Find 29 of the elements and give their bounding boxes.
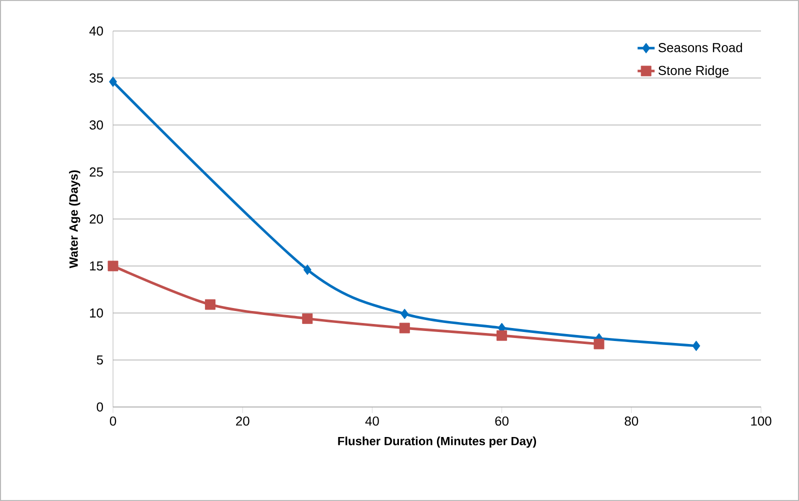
y-tick-label: 10 <box>90 308 103 318</box>
point <box>303 264 312 275</box>
point <box>692 340 700 352</box>
y-axis-title: Water Age (Days) <box>69 170 80 268</box>
y-tick-label: 40 <box>89 26 103 36</box>
point <box>204 299 216 310</box>
x-tick-label: 60 <box>495 416 509 426</box>
point <box>496 330 508 341</box>
point <box>109 76 118 87</box>
x-axis-title: Flusher Duration (Minutes per Day) <box>338 436 536 448</box>
x-tick-label: 40 <box>365 416 379 426</box>
legend-label: Seasons Road <box>658 42 742 52</box>
x-tick-label: 20 <box>236 416 250 426</box>
y-tick-label: 30 <box>90 120 103 130</box>
y-tick-label: 20 <box>90 214 103 224</box>
y-tick-label: 15 <box>90 261 103 271</box>
point <box>594 338 604 350</box>
point <box>108 260 118 272</box>
legend-label: Stone Ridge <box>658 66 729 78</box>
x-tick-label: 80 <box>624 416 638 426</box>
y-tick-label: 0 <box>96 402 103 412</box>
x-tick-label: 100 <box>751 416 772 426</box>
y-tick-label: 35 <box>90 73 103 83</box>
y-tick-label: 25 <box>90 167 103 177</box>
y-tick-label: 5 <box>96 355 103 364</box>
point <box>400 308 409 320</box>
point <box>302 313 313 324</box>
x-tick-label: 0 <box>110 416 116 426</box>
point <box>399 322 410 334</box>
